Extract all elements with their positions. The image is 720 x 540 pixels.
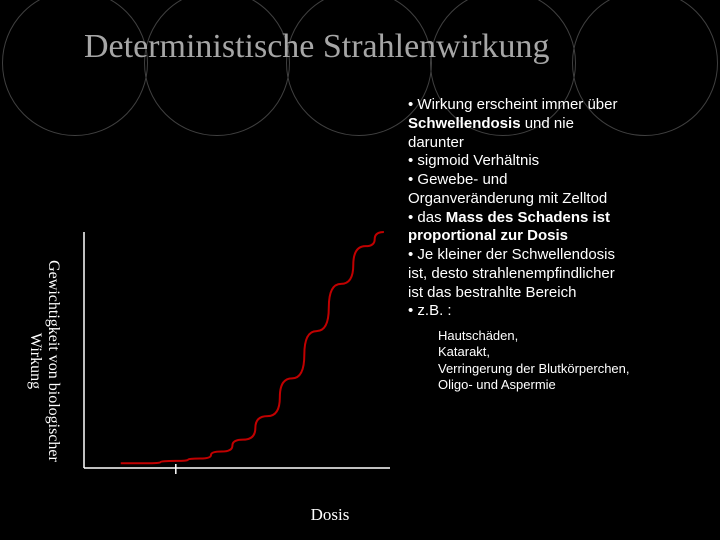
example-line: Katarakt, (438, 344, 698, 360)
bullet-line: • z.B. : (408, 302, 698, 321)
slide-title: Deterministische Strahlenwirkung (84, 28, 550, 66)
bullet-line: ist das bestrahlte Bereich (408, 284, 698, 303)
bullet-line: • Gewebe- und (408, 171, 698, 190)
decorative-circle (2, 0, 148, 136)
example-line: Oligo- und Aspermie (438, 377, 698, 393)
example-list: Hautschäden,Katarakt,Verringerung der Bl… (438, 328, 698, 393)
bullet-line: ist, desto strahlenempfindlicher (408, 265, 698, 284)
bullet-line: Schwellendosis und nie (408, 115, 698, 134)
bullet-line: Organveränderung mit Zelltod (408, 190, 698, 209)
y-axis-label: Gewichtigkeit von biologischer Wirkung (26, 256, 62, 466)
x-axis-label: Dosis (170, 505, 490, 525)
bullet-line: • Je kleiner der Schwellendosis (408, 246, 698, 265)
bullet-line: • Wirkung erscheint immer über (408, 96, 698, 115)
example-line: Verringerung der Blutkörperchen, (438, 361, 698, 377)
bullet-line: • sigmoid Verhältnis (408, 152, 698, 171)
bullet-line: proportional zur Dosis (408, 227, 698, 246)
example-line: Hautschäden, (438, 328, 698, 344)
bullet-line: • das Mass des Schadens ist (408, 209, 698, 228)
bullet-line: darunter (408, 134, 698, 153)
bullet-list: • Wirkung erscheint immer über Schwellen… (408, 96, 698, 321)
decorative-circle (144, 0, 290, 136)
chart-svg (72, 230, 392, 482)
sigmoid-chart (72, 230, 392, 482)
